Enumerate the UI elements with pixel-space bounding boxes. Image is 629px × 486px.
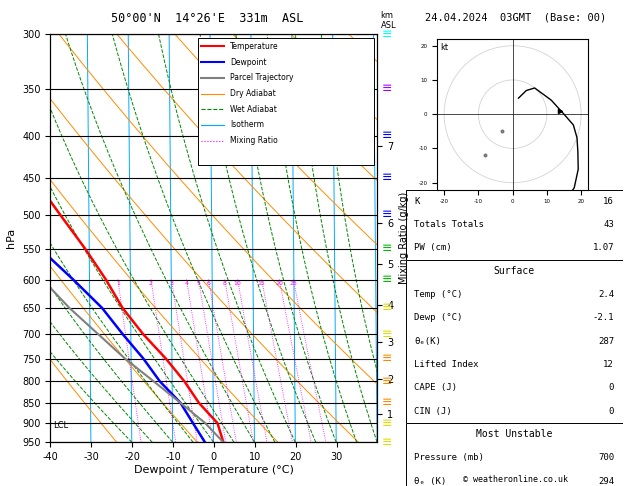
Text: ≡: ≡ xyxy=(382,352,392,365)
Text: ≡: ≡ xyxy=(382,301,392,314)
Text: © weatheronline.co.uk: © weatheronline.co.uk xyxy=(464,474,568,484)
Text: 5: 5 xyxy=(197,280,201,286)
Text: 25: 25 xyxy=(289,280,298,286)
Text: 10: 10 xyxy=(234,280,242,286)
Text: Pressure (mb): Pressure (mb) xyxy=(415,453,484,462)
Text: Lifted Index: Lifted Index xyxy=(415,360,479,369)
Text: Wet Adiabat: Wet Adiabat xyxy=(230,105,277,114)
Text: 2.4: 2.4 xyxy=(598,290,614,299)
Text: 16: 16 xyxy=(603,197,614,206)
Text: 287: 287 xyxy=(598,337,614,346)
Text: 3: 3 xyxy=(169,280,174,286)
Text: ≡: ≡ xyxy=(382,208,392,222)
Text: -2.1: -2.1 xyxy=(593,313,614,322)
Text: ≡: ≡ xyxy=(382,82,392,95)
Text: 1.07: 1.07 xyxy=(593,243,614,252)
Text: 43: 43 xyxy=(603,220,614,229)
Text: 700: 700 xyxy=(598,453,614,462)
Text: 294: 294 xyxy=(598,477,614,486)
Text: Temp (°C): Temp (°C) xyxy=(415,290,463,299)
Text: ≡: ≡ xyxy=(382,417,392,430)
Text: θₑ (K): θₑ (K) xyxy=(415,477,447,486)
Y-axis label: Mixing Ratio (g/kg): Mixing Ratio (g/kg) xyxy=(399,192,409,284)
Text: CIN (J): CIN (J) xyxy=(415,407,452,416)
Text: LCL: LCL xyxy=(53,420,69,430)
Text: Most Unstable: Most Unstable xyxy=(476,430,552,439)
Text: 4: 4 xyxy=(184,280,189,286)
Text: Totals Totals: Totals Totals xyxy=(415,220,484,229)
Text: Dewp (°C): Dewp (°C) xyxy=(415,313,463,322)
Text: ≡: ≡ xyxy=(382,273,392,286)
Text: ≡: ≡ xyxy=(382,397,392,409)
Text: 24.04.2024  03GMT  (Base: 00): 24.04.2024 03GMT (Base: 00) xyxy=(425,12,606,22)
Text: 0: 0 xyxy=(609,383,614,392)
Text: Isotherm: Isotherm xyxy=(230,121,264,129)
Text: 1: 1 xyxy=(116,280,120,286)
Text: ≡: ≡ xyxy=(382,242,392,255)
Text: 6: 6 xyxy=(206,280,211,286)
Text: ≡: ≡ xyxy=(382,129,392,142)
Text: PW (cm): PW (cm) xyxy=(415,243,452,252)
Text: ≡: ≡ xyxy=(382,436,392,449)
Text: Temperature: Temperature xyxy=(230,42,279,51)
Text: Dry Adiabat: Dry Adiabat xyxy=(230,89,276,98)
Text: Dewpoint: Dewpoint xyxy=(230,57,267,67)
Text: ≡: ≡ xyxy=(382,328,392,341)
Text: 15: 15 xyxy=(258,280,265,286)
Text: ≡: ≡ xyxy=(382,375,392,388)
Text: kt: kt xyxy=(440,43,448,52)
Text: 8: 8 xyxy=(223,280,226,286)
Text: ≡: ≡ xyxy=(382,171,392,184)
Text: 20: 20 xyxy=(276,280,283,286)
Text: Mixing Ratio: Mixing Ratio xyxy=(230,136,278,145)
X-axis label: Dewpoint / Temperature (°C): Dewpoint / Temperature (°C) xyxy=(134,465,294,475)
Text: Parcel Trajectory: Parcel Trajectory xyxy=(230,73,294,82)
Bar xyxy=(198,38,374,165)
Text: θₑ(K): θₑ(K) xyxy=(415,337,442,346)
Y-axis label: hPa: hPa xyxy=(6,228,16,248)
Text: ≡: ≡ xyxy=(382,28,392,40)
Text: CAPE (J): CAPE (J) xyxy=(415,383,457,392)
Text: 2: 2 xyxy=(149,280,153,286)
Text: Surface: Surface xyxy=(494,266,535,276)
Text: km
ASL: km ASL xyxy=(381,11,396,30)
Text: 50°00'N  14°26'E  331m  ASL: 50°00'N 14°26'E 331m ASL xyxy=(111,12,304,25)
Text: K: K xyxy=(415,197,420,206)
Text: 0: 0 xyxy=(609,407,614,416)
Text: 12: 12 xyxy=(603,360,614,369)
